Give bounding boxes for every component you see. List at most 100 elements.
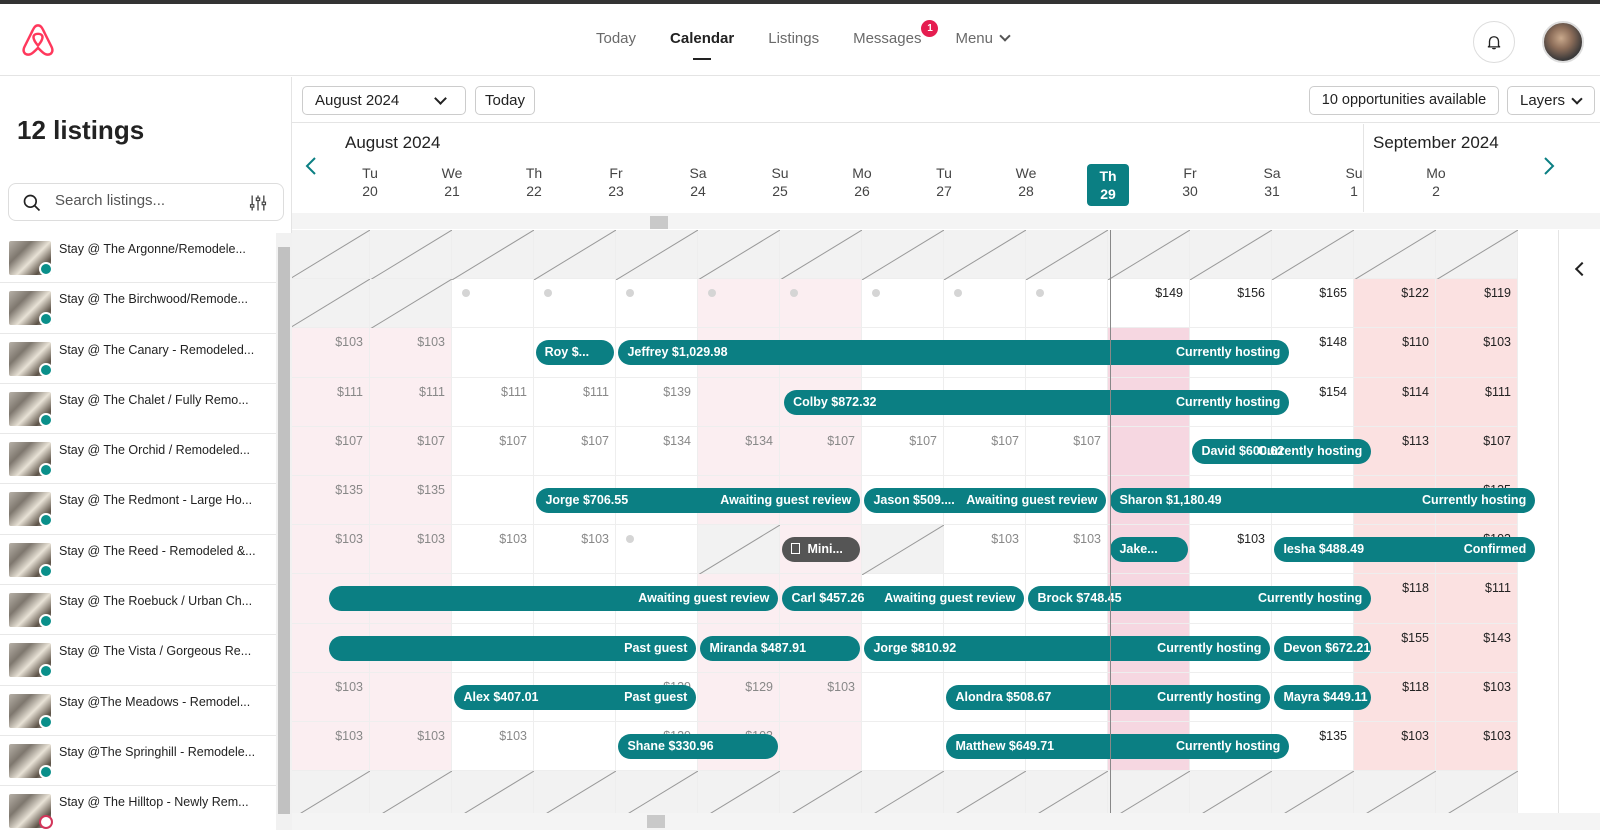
calendar-cell[interactable]	[292, 279, 370, 329]
calendar-cell[interactable]	[862, 279, 944, 329]
calendar-cell[interactable]: $107	[370, 426, 452, 476]
airbnb-logo-icon[interactable]	[20, 22, 56, 58]
calendar-cell[interactable]: $156	[1190, 279, 1272, 329]
calendar-cell[interactable]: $103	[452, 722, 534, 772]
calendar-cell[interactable]	[1108, 230, 1190, 280]
calendar-cell[interactable]	[780, 230, 862, 280]
reservation-bar[interactable]: Shane $330.96	[618, 734, 779, 759]
calendar-cell[interactable]: $107	[1436, 426, 1518, 476]
calendar-cell[interactable]: $119	[1436, 279, 1518, 329]
calendar-cell[interactable]: $111	[1436, 377, 1518, 427]
top-horizontal-scrollbar[interactable]	[292, 213, 1600, 229]
day-header[interactable]: Sa 24	[677, 164, 719, 200]
day-header[interactable]: Tu 20	[349, 164, 391, 200]
calendar-cell[interactable]: $103	[292, 672, 370, 722]
nav-listings[interactable]: Listings	[768, 30, 820, 47]
calendar-cell[interactable]: $118	[1354, 574, 1436, 624]
calendar-cell[interactable]	[292, 230, 370, 280]
filter-sliders-icon[interactable]	[248, 193, 268, 213]
calendar-cell[interactable]	[534, 279, 616, 329]
reservation-bar[interactable]: Colby $872.32 Currently hosting	[784, 389, 1290, 415]
sidebar-scroll-thumb[interactable]	[278, 247, 290, 814]
calendar-cell[interactable]: $103	[1436, 672, 1518, 722]
calendar-cell[interactable]: $107	[452, 426, 534, 476]
reservation-bar[interactable]: Carl $457.26 Awaiting guest review	[782, 586, 1025, 612]
reservation-bar[interactable]: Past guest	[329, 635, 697, 661]
right-panel-toggle[interactable]	[1558, 230, 1600, 813]
day-header[interactable]: Th 22	[513, 164, 555, 200]
reservation-bar[interactable]: Alex $407.01 Past guest	[454, 684, 697, 710]
calendar-cell[interactable]: $139	[616, 377, 698, 427]
calendar-cell[interactable]	[862, 771, 944, 813]
calendar-cell[interactable]: $103	[452, 525, 534, 575]
calendar-cell[interactable]	[780, 722, 862, 772]
calendar-cell[interactable]: $110	[1354, 328, 1436, 378]
profile-avatar[interactable]	[1542, 21, 1584, 63]
opportunities-button[interactable]: 10 opportunities available	[1309, 86, 1499, 115]
calendar-cell[interactable]: $135	[292, 476, 370, 526]
calendar-cell[interactable]	[1190, 230, 1272, 280]
calendar-cell[interactable]	[452, 771, 534, 813]
calendar-cell[interactable]	[370, 279, 452, 330]
calendar-cell[interactable]	[616, 771, 698, 813]
listing-row[interactable]: Stay @ The Canary - Remodeled...	[0, 334, 276, 384]
calendar-cell[interactable]	[862, 722, 944, 772]
calendar-cell[interactable]	[698, 525, 780, 576]
calendar-cell[interactable]: $103	[1436, 328, 1518, 378]
calendar-cell[interactable]: $103	[370, 525, 452, 575]
calendar-cell[interactable]: $111	[452, 377, 534, 427]
nav-messages[interactable]: Messages 1	[853, 20, 939, 47]
calendar-cell[interactable]: $111	[292, 377, 370, 427]
calendar-cell[interactable]	[1108, 426, 1190, 476]
calendar-cell[interactable]: $111	[370, 377, 452, 427]
nav-calendar[interactable]: Calendar	[670, 30, 735, 60]
listing-row[interactable]: Stay @ The Vista / Gorgeous Re...	[0, 635, 276, 686]
calendar-cell[interactable]	[862, 672, 944, 722]
calendar-cell[interactable]	[452, 476, 534, 526]
day-header[interactable]: Fr 30	[1169, 164, 1211, 200]
calendar-cell[interactable]	[1354, 230, 1436, 280]
reservation-bar[interactable]: Miranda $487.91	[700, 635, 861, 661]
calendar-cell[interactable]	[944, 771, 1026, 813]
calendar-cell[interactable]: $107	[862, 426, 944, 476]
calendar-cell[interactable]: $143	[1436, 623, 1518, 673]
calendar-cell[interactable]	[534, 771, 616, 813]
calendar-cell[interactable]: $107	[944, 426, 1026, 476]
calendar-cell[interactable]	[616, 623, 698, 673]
reservation-bar[interactable]: Jake...	[1110, 537, 1189, 563]
calendar-cell[interactable]	[616, 525, 698, 575]
layers-button[interactable]: Layers	[1507, 86, 1595, 115]
reservation-bar[interactable]: Iesha $488.49 Confirmed	[1274, 537, 1536, 563]
calendar-cell[interactable]: $129	[698, 672, 780, 722]
calendar-cell[interactable]: $107	[292, 426, 370, 476]
calendar-cell[interactable]	[698, 771, 780, 813]
calendar-cell[interactable]: $103	[1354, 722, 1436, 772]
day-header[interactable]: Mo 26	[841, 164, 883, 200]
calendar-cell[interactable]: $135	[370, 476, 452, 526]
calendar-cell[interactable]	[1436, 771, 1518, 813]
calendar-cell[interactable]	[944, 574, 1026, 624]
calendar-cell[interactable]	[1272, 771, 1354, 813]
day-header[interactable]: Fr 23	[595, 164, 637, 200]
calendar-cell[interactable]	[1026, 476, 1108, 526]
calendar-cell[interactable]	[370, 230, 452, 280]
listing-row[interactable]: Stay @The Springhill - Remodele...	[0, 736, 276, 787]
calendar-cell[interactable]	[698, 230, 780, 280]
calendar-cell[interactable]	[944, 279, 1026, 329]
reservation-bar[interactable]: Sharon $1,180.49 Currently hosting	[1110, 488, 1536, 513]
sidebar-scrollbar[interactable]	[276, 233, 292, 830]
reservation-bar[interactable]: Mini...	[782, 537, 861, 563]
calendar-cell[interactable]	[944, 230, 1026, 280]
prev-arrow-icon[interactable]	[304, 156, 318, 176]
calendar-cell[interactable]: $107	[780, 426, 862, 476]
calendar-cell[interactable]: $103	[370, 328, 452, 378]
calendar-cell[interactable]	[1354, 771, 1436, 813]
day-header[interactable]: Su 25	[759, 164, 801, 200]
bottom-scroll-thumb[interactable]	[647, 815, 665, 828]
calendar-cell[interactable]: $103	[292, 722, 370, 772]
calendar-cell[interactable]: $114	[1354, 377, 1436, 427]
reservation-bar[interactable]: Jason $509.... Awaiting guest review	[864, 488, 1107, 513]
reservation-bar[interactable]: Jorge $706.55 Awaiting guest review	[536, 488, 861, 513]
calendar-cell[interactable]	[1190, 623, 1272, 673]
reservation-bar[interactable]: Matthew $649.71 Currently hosting	[946, 734, 1290, 759]
